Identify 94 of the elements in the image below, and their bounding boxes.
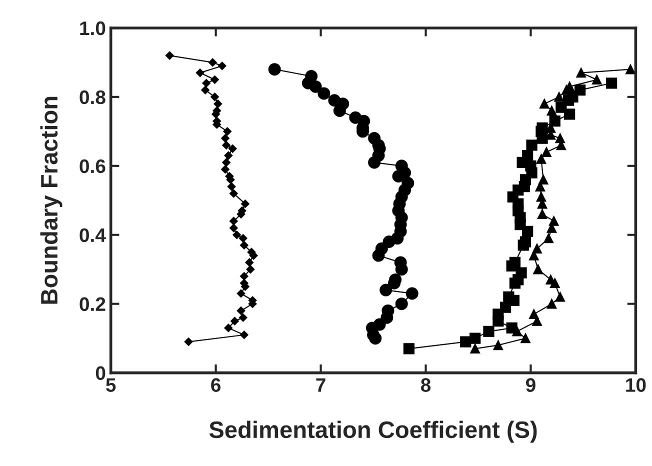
point [202,79,210,88]
point [406,287,418,300]
point [556,102,567,113]
point [506,260,518,272]
point [544,233,554,244]
point [526,140,538,151]
x-tick-label: 9 [526,378,536,392]
point [606,78,618,89]
y-tick-label: 0.2 [80,297,106,312]
point [230,224,238,232]
point [221,134,230,142]
point [536,132,548,144]
point [184,338,193,346]
point [245,258,254,267]
point [236,289,246,298]
point [318,87,330,100]
point [518,240,529,251]
point [240,330,248,339]
point [230,316,239,326]
point [230,189,238,198]
point [493,340,504,350]
point [221,165,230,174]
point [512,326,522,336]
point [201,86,210,94]
point [626,64,636,74]
point [529,309,539,320]
y-axis-title: Boundary Fraction [40,96,62,304]
point [537,209,548,220]
point [240,272,248,280]
point [368,156,381,169]
point [227,182,236,191]
point [522,226,534,237]
point [230,216,238,226]
point [554,92,564,102]
point [529,250,539,260]
point [542,147,552,157]
point [550,278,560,288]
point [214,100,222,108]
point [460,336,472,348]
point [224,324,233,332]
point [241,200,250,208]
x-tick-label: 6 [211,378,221,392]
point [576,68,586,78]
point [380,284,392,296]
point [533,264,543,274]
point [246,265,255,274]
point [540,98,550,109]
point [492,316,504,327]
point [369,332,382,345]
y-tick-label: 0.6 [80,159,106,174]
point [382,236,396,248]
point [372,249,385,262]
y-tick-label: 1.0 [80,21,106,36]
point [228,144,237,153]
x-axis-title: Sedimentation Coefficient (S) [209,420,537,443]
point [564,108,576,120]
point [268,63,281,76]
point [236,306,246,315]
point [536,154,546,164]
point [395,298,408,310]
point [224,151,233,160]
point [403,343,415,354]
point [470,344,480,354]
point [483,326,494,337]
point [520,333,530,344]
x-tick-label: 7 [316,378,326,392]
point [222,158,230,167]
point [232,230,241,239]
point [509,278,521,289]
point [208,58,217,67]
point [392,170,405,182]
y-tick-label: 0 [96,366,106,380]
y-tick-label: 0.8 [80,90,106,104]
point [532,244,542,254]
x-tick-label: 8 [420,378,431,392]
x-tick-label: 5 [106,378,116,392]
point [222,141,230,150]
y-tick-label: 0.4 [80,228,106,242]
point [223,127,232,136]
point [196,68,204,77]
point [240,241,248,250]
point [210,76,219,84]
point [238,234,248,242]
point [546,298,557,309]
point [210,92,219,102]
x-tick-label: 10 [626,378,646,392]
point [218,62,226,70]
point [238,313,248,322]
point [555,292,565,302]
point [165,51,174,60]
point [592,74,602,85]
point [309,80,322,93]
point [546,106,557,116]
point [535,182,546,192]
